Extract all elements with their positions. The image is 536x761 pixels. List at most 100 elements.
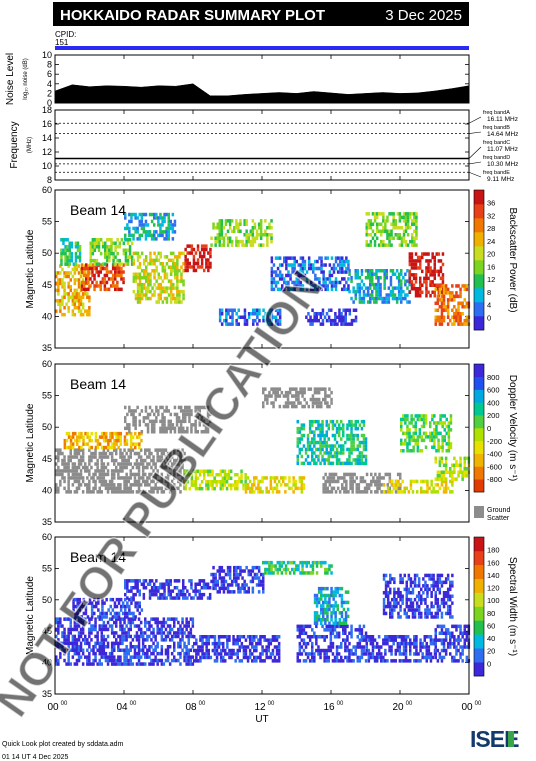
width-cell: [132, 615, 135, 619]
power-cell: [285, 284, 288, 288]
width-cell: [271, 635, 275, 639]
power-cell: [138, 265, 142, 269]
power-cell: [344, 318, 347, 323]
power-cell: [153, 282, 156, 287]
width-cell: [117, 658, 120, 663]
vel-cell: [179, 483, 182, 487]
vel-cell: [88, 445, 91, 450]
width-cell: [226, 565, 230, 570]
power-cell: [413, 212, 416, 216]
width-cell: [71, 655, 75, 659]
power-cell: [285, 266, 288, 271]
vel-cell: [251, 490, 254, 494]
vel-cell: [335, 451, 339, 455]
power-cell: [214, 236, 217, 240]
width-cell: [263, 638, 266, 642]
power-cell: [184, 247, 187, 252]
power-cell: [218, 239, 221, 244]
power-cell: [347, 287, 350, 292]
vel-cell: [168, 451, 172, 456]
width-cell: [117, 634, 120, 639]
power-cell: [425, 252, 428, 256]
vel-cell: [146, 465, 149, 470]
power-cell: [224, 222, 228, 226]
freq-band-pointer: [468, 116, 482, 124]
power-cell: [270, 287, 274, 292]
vel-cell: [82, 442, 85, 446]
power-cell: [348, 312, 352, 316]
width-cell: [177, 658, 180, 663]
width-cell: [169, 579, 172, 583]
vel-cell: [441, 414, 444, 418]
vel-cell: [92, 486, 95, 491]
vel-cell: [358, 454, 362, 459]
vel-cell: [79, 476, 83, 480]
power-cell: [345, 266, 348, 271]
power-cell: [220, 233, 224, 237]
vel-cell: [430, 490, 433, 494]
vel-cell: [77, 458, 81, 463]
width-cell: [271, 652, 275, 656]
vel-cell: [298, 437, 302, 441]
width-cell: [84, 611, 88, 616]
width-cell: [128, 611, 131, 616]
width-cell: [136, 579, 139, 583]
power-cell: [301, 270, 305, 274]
width-cell: [261, 652, 264, 656]
vel-cell: [412, 424, 415, 429]
width-cell: [261, 659, 264, 663]
power-cell: [453, 298, 456, 302]
power-cell: [336, 256, 340, 260]
vel-cell: [293, 387, 296, 391]
vel-cell: [86, 435, 89, 439]
power-cell: [55, 274, 58, 279]
power-cell: [229, 308, 232, 312]
vel-cell: [354, 447, 357, 452]
width-cell: [219, 635, 223, 639]
vel-cell: [206, 423, 210, 427]
vel-cell: [162, 465, 166, 470]
width-cell: [110, 631, 114, 635]
power-cell: [114, 277, 117, 281]
power-colorbar-swatch: [474, 232, 484, 247]
vel-cell: [351, 479, 354, 484]
power-cell: [249, 233, 253, 237]
vel-cell: [144, 465, 147, 470]
vel-cell: [106, 462, 110, 466]
vel-cell: [179, 479, 182, 484]
vel-cell: [317, 440, 320, 445]
power-cell: [192, 258, 196, 262]
power-cell: [134, 293, 138, 297]
vel-cell: [123, 448, 126, 452]
vel-cell: [128, 405, 131, 410]
width-cell: [71, 634, 75, 639]
vel-cell: [115, 465, 118, 470]
vel-cell: [384, 472, 387, 477]
vel-cell: [104, 451, 108, 456]
vel-cell: [164, 465, 168, 470]
vel-cell: [344, 461, 347, 466]
width-cell: [213, 652, 217, 656]
power-cell: [247, 233, 250, 237]
width-cell: [232, 635, 235, 639]
width-cell: [67, 648, 70, 652]
power-cell: [293, 256, 296, 260]
vel-cell: [326, 404, 329, 409]
power-cell: [400, 243, 404, 247]
vel-cell: [79, 472, 83, 477]
power-cell: [342, 315, 345, 319]
width-cell: [185, 624, 188, 628]
vel-cell: [330, 479, 334, 484]
vel-cell: [297, 394, 300, 398]
power-cell: [440, 294, 444, 299]
vel-cell: [144, 423, 148, 427]
power-cell: [319, 312, 323, 316]
power-cell: [435, 252, 438, 256]
vel-cell: [359, 490, 363, 494]
power-cell: [116, 266, 119, 271]
vel-cell: [327, 426, 330, 431]
width-cell: [267, 641, 270, 646]
vel-cell: [123, 465, 126, 470]
vel-cell: [410, 414, 413, 418]
width-cell: [121, 627, 124, 632]
